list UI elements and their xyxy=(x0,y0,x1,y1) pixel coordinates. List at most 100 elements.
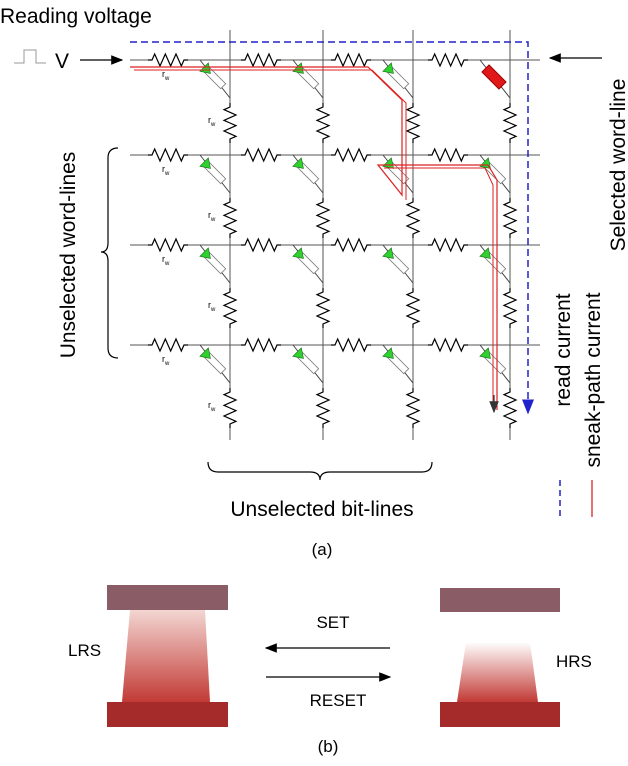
memristor-cell xyxy=(382,157,410,185)
selector-diode xyxy=(479,347,491,359)
resistor-label: rw xyxy=(162,164,170,177)
selector-diode xyxy=(382,347,394,359)
memristor-cell xyxy=(382,62,410,90)
memristor-cell xyxy=(382,347,410,375)
bit-lines-brace xyxy=(207,461,433,481)
resistor-label-base: r xyxy=(162,354,165,364)
set-label: SET xyxy=(316,613,349,632)
bit-line-resistor xyxy=(405,388,421,428)
legend-read-label: read current xyxy=(552,293,575,406)
bit-line-resistor xyxy=(315,388,331,428)
word-line-resistor xyxy=(428,237,468,253)
selector-diode xyxy=(199,347,211,359)
bit-line-resistor xyxy=(502,288,518,328)
resistor-label: rw xyxy=(208,210,216,223)
word-line-resistor xyxy=(241,337,281,353)
bit-line-resistor xyxy=(405,198,421,238)
word-line-resistor xyxy=(148,237,188,253)
memristor-cell xyxy=(479,347,507,375)
unselected-bit-lines-label: Unselected bit-lines xyxy=(230,498,413,521)
resistor-label-sub: w xyxy=(164,171,170,177)
word-line-resistor xyxy=(148,147,188,163)
resistor-label-sub: w xyxy=(164,361,170,367)
resistor-label-sub: w xyxy=(164,76,170,82)
word-line-resistor xyxy=(148,337,188,353)
word-line-resistor xyxy=(428,147,468,163)
word-line-resistor xyxy=(331,337,371,353)
resistor-label: rw xyxy=(208,115,216,128)
hrs-label: HRS xyxy=(556,652,592,671)
resistor-label-sub: w xyxy=(210,407,216,413)
bit-line-resistor xyxy=(222,103,238,143)
selector-diode xyxy=(292,157,304,169)
bit-line-resistor xyxy=(502,388,518,428)
resistor-label: rw xyxy=(208,400,216,413)
bit-line-resistor xyxy=(502,103,518,143)
memristor-cell xyxy=(382,247,410,275)
word-line-resistor xyxy=(241,237,281,253)
lrs-filament xyxy=(122,610,210,702)
selector-diode xyxy=(479,247,491,259)
memristor-cell xyxy=(199,247,227,275)
read-current-path xyxy=(130,41,534,415)
resistor-label-sub: w xyxy=(210,217,216,223)
memristor-cell xyxy=(292,247,320,275)
word-lines-brace xyxy=(100,147,119,359)
sneak-current-path xyxy=(134,69,494,410)
hrs-filament xyxy=(457,642,538,702)
lrs-top-electrode xyxy=(107,585,228,610)
word-line-resistor xyxy=(331,147,371,163)
selector-diode xyxy=(382,157,394,169)
reset-label: RESET xyxy=(310,691,367,710)
reading-voltage-label: Reading voltage xyxy=(0,5,152,28)
resistor-label-base: r xyxy=(208,115,211,125)
hrs-bottom-electrode xyxy=(440,702,560,727)
caption-b: (b) xyxy=(318,737,339,756)
unselected-word-lines-label: Unselected word-lines xyxy=(57,152,80,359)
selected-cell xyxy=(481,64,507,90)
selected-word-line-label: Selected word-line xyxy=(607,79,628,252)
source-label: V xyxy=(55,50,69,73)
bit-line-resistor xyxy=(405,103,421,143)
resistor-label-sub: w xyxy=(210,122,216,128)
memristor-cell xyxy=(292,157,320,185)
bit-line-resistor xyxy=(222,388,238,428)
memristor-cell xyxy=(199,62,227,90)
bit-line-resistor xyxy=(405,288,421,328)
caption-a: (a) xyxy=(312,540,333,559)
resistor-label: rw xyxy=(162,354,170,367)
resistor-label-sub: w xyxy=(164,261,170,267)
word-line-resistor xyxy=(331,237,371,253)
resistor-label-base: r xyxy=(162,164,165,174)
selector-diode xyxy=(382,62,394,74)
selector-diode xyxy=(199,157,211,169)
selector-diode xyxy=(292,247,304,259)
resistor-label: rw xyxy=(162,254,170,267)
resistor-label: rw xyxy=(208,300,216,313)
bit-line-resistor xyxy=(222,198,238,238)
word-line-resistor xyxy=(241,147,281,163)
word-line-resistor xyxy=(148,52,188,68)
memristor-cell xyxy=(199,157,227,185)
selector-diode xyxy=(382,247,394,259)
hrs-top-electrode xyxy=(440,588,560,612)
word-line-resistor xyxy=(428,337,468,353)
lrs-bottom-electrode xyxy=(107,702,228,727)
bit-line-resistor xyxy=(222,288,238,328)
legend-sneak-label: sneak-path current xyxy=(582,292,605,467)
word-line-resistor xyxy=(331,52,371,68)
selector-diode xyxy=(292,347,304,359)
bit-line-resistor xyxy=(502,198,518,238)
pulse-symbol xyxy=(14,49,46,64)
bit-line-resistor xyxy=(315,288,331,328)
memristor-cell xyxy=(199,347,227,375)
sneak-current-path xyxy=(130,66,498,410)
memristor-cell xyxy=(292,347,320,375)
bit-line-resistor xyxy=(315,103,331,143)
resistor-label-base: r xyxy=(208,300,211,310)
word-line-resistor xyxy=(428,52,468,68)
resistor-label-sub: w xyxy=(210,307,216,313)
resistor-label-base: r xyxy=(162,69,165,79)
word-line-resistor xyxy=(241,52,281,68)
